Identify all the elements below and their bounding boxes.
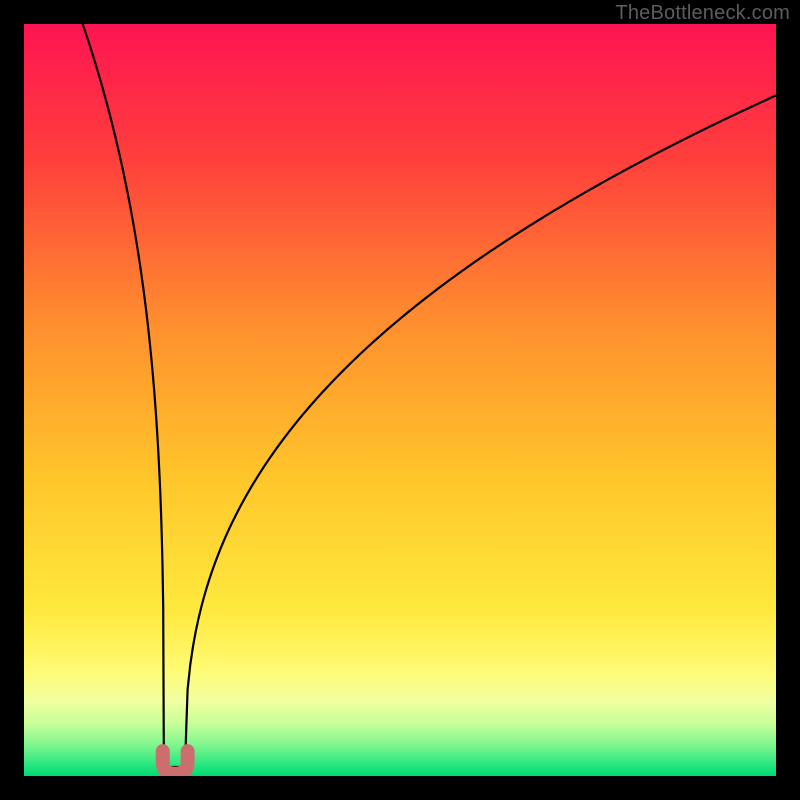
border-overlay (776, 0, 800, 800)
chart-container: TheBottleneck.com (0, 0, 800, 800)
gradient-background (24, 24, 776, 776)
border-overlay (0, 0, 800, 24)
border-overlay (0, 0, 24, 800)
bottleneck-chart (0, 0, 800, 800)
border-overlay (0, 776, 800, 800)
